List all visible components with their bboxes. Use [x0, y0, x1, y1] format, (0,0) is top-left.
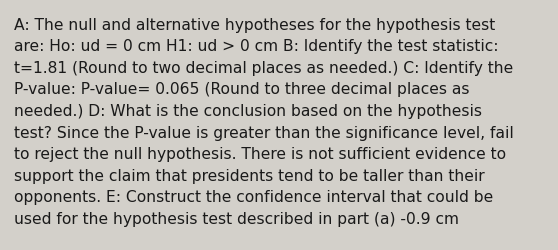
Text: A: The null and alternative hypotheses for the hypothesis test
are: Ho: ud = 0 c: A: The null and alternative hypotheses f… [14, 18, 514, 226]
